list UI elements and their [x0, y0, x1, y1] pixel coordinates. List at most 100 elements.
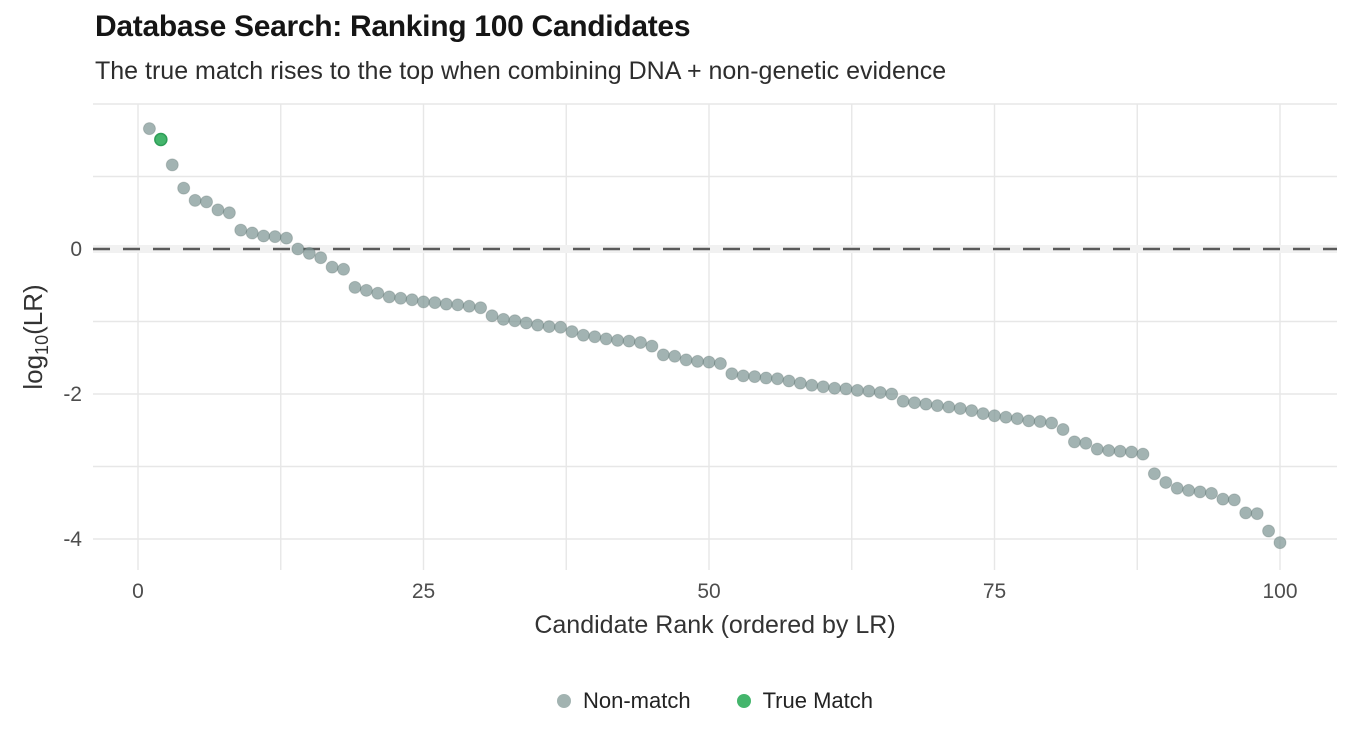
data-point	[1033, 415, 1047, 429]
data-point	[565, 325, 579, 339]
data-point	[965, 404, 979, 418]
data-point	[1262, 524, 1276, 538]
data-point	[177, 181, 191, 195]
data-point	[1056, 423, 1070, 437]
data-point	[1170, 481, 1184, 495]
true-match-dot-icon	[736, 694, 751, 708]
x-axis-title: Candidate Rank (ordered by LR)	[534, 611, 895, 639]
data-point	[702, 355, 716, 369]
data-point	[371, 286, 385, 300]
data-point	[348, 280, 362, 294]
data-point	[828, 381, 842, 395]
data-point	[805, 378, 819, 392]
y-tick-label: -2	[63, 383, 82, 406]
data-point	[200, 195, 214, 209]
data-point	[999, 410, 1013, 424]
data-point	[759, 371, 773, 385]
data-point	[1182, 483, 1196, 497]
data-point	[633, 336, 647, 350]
data-point	[850, 383, 864, 397]
data-point	[930, 399, 944, 413]
x-tick-label: 50	[697, 580, 720, 603]
data-point	[554, 320, 568, 334]
data-point	[302, 246, 316, 260]
data-point	[656, 348, 670, 362]
data-point	[291, 242, 305, 256]
data-point	[771, 372, 785, 386]
data-point	[839, 382, 853, 396]
data-point	[862, 384, 876, 398]
data-point	[599, 332, 613, 346]
data-point	[1227, 493, 1241, 507]
data-point	[382, 290, 396, 304]
data-point	[976, 407, 990, 421]
data-point	[279, 231, 293, 245]
non-match-dot-icon	[556, 694, 571, 708]
data-point	[485, 309, 499, 323]
data-point	[942, 400, 956, 414]
y-axis-title: log10(LR)	[18, 284, 52, 389]
legend-item-non-match[interactable]: Non-match	[556, 688, 691, 714]
data-point	[188, 193, 202, 207]
y-tick-label: 0	[70, 238, 82, 261]
data-point	[1193, 485, 1207, 499]
data-point	[1090, 442, 1104, 456]
data-point	[576, 328, 590, 342]
data-point	[908, 396, 922, 410]
data-point	[748, 370, 762, 384]
data-point	[268, 230, 282, 244]
data-point	[1102, 444, 1116, 458]
data-point	[896, 394, 910, 408]
data-point	[885, 387, 899, 401]
data-point	[953, 402, 967, 415]
data-point	[782, 374, 796, 388]
data-point	[165, 158, 179, 172]
data-point	[325, 260, 339, 274]
data-point	[234, 223, 248, 237]
data-point	[1067, 435, 1081, 449]
chart-title: Database Search: Ranking 100 Candidates	[95, 10, 691, 43]
data-point	[873, 386, 887, 400]
data-point	[588, 330, 602, 344]
data-point	[508, 314, 522, 328]
data-point	[1125, 445, 1139, 459]
data-point	[451, 298, 465, 312]
legend-item-true-match[interactable]: True Match	[736, 688, 874, 714]
data-point	[245, 226, 259, 240]
data-point	[428, 296, 442, 310]
y-tick-label: -4	[63, 528, 82, 551]
legend-label-non-match: Non-match	[582, 688, 691, 713]
data-point	[1136, 447, 1150, 461]
data-point	[222, 206, 236, 220]
data-point	[1022, 414, 1036, 428]
data-point	[142, 122, 156, 136]
data-point	[725, 367, 739, 381]
data-point	[622, 334, 636, 348]
data-point	[919, 397, 933, 411]
data-point	[645, 339, 659, 353]
data-point	[736, 369, 750, 383]
chart-canvas: 0 -2 -4 0 25 50 75 100 Candidate Rank (ordered b…	[18, 103, 1337, 639]
data-point	[1216, 492, 1230, 506]
data-point	[531, 318, 545, 332]
data-point	[337, 262, 351, 276]
data-point	[988, 409, 1001, 423]
true-match-point	[154, 132, 168, 147]
data-point	[1010, 412, 1024, 426]
data-point	[496, 312, 510, 326]
data-point	[394, 291, 408, 305]
data-point	[1147, 467, 1161, 481]
data-point	[1239, 506, 1253, 520]
data-point	[314, 251, 328, 265]
chart-subtitle: The true match rises to the top when com…	[95, 57, 947, 85]
data-point	[405, 293, 419, 307]
data-point	[691, 354, 705, 368]
data-point	[1113, 444, 1127, 458]
data-point	[713, 357, 727, 371]
legend: Non-match True Match	[93, 688, 1337, 714]
legend-label-true-match: True Match	[762, 688, 874, 713]
x-tick-label: 100	[1262, 580, 1297, 603]
x-tick-label: 25	[412, 580, 435, 603]
zero-band	[93, 245, 1337, 253]
